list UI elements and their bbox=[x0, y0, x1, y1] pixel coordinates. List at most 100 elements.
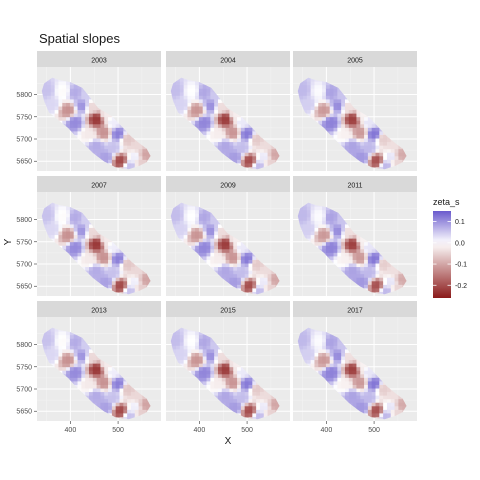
surface-cell bbox=[179, 238, 185, 243]
surface-cell bbox=[221, 277, 227, 282]
surface-cell bbox=[386, 288, 392, 292]
surface-cell bbox=[259, 270, 265, 275]
surface-cell bbox=[202, 256, 207, 260]
surface-cell bbox=[176, 231, 181, 236]
surface-cell bbox=[375, 280, 380, 285]
surface-cell bbox=[138, 284, 143, 289]
surface-cell bbox=[66, 123, 71, 128]
surface-cell bbox=[303, 95, 308, 100]
surface-cell bbox=[92, 248, 98, 253]
surface-cell bbox=[248, 159, 253, 164]
surface-cell bbox=[364, 145, 369, 150]
surface-cell bbox=[318, 231, 323, 236]
surface-cell bbox=[371, 131, 376, 135]
surface-cell bbox=[225, 277, 230, 282]
surface-cell bbox=[256, 280, 261, 285]
surface-cell bbox=[100, 263, 105, 268]
surface-cell bbox=[364, 273, 369, 278]
surface-cell bbox=[348, 102, 354, 107]
surface-cell bbox=[58, 91, 63, 96]
surface-cell bbox=[318, 234, 323, 239]
surface-cell bbox=[214, 99, 219, 103]
surface-cell bbox=[352, 277, 357, 282]
surface-cell bbox=[198, 241, 204, 246]
surface-cell bbox=[344, 102, 350, 107]
surface-cell bbox=[333, 95, 338, 100]
surface-cell bbox=[356, 131, 361, 135]
surface-cell bbox=[191, 245, 196, 250]
surface-cell bbox=[233, 280, 238, 285]
surface-cell bbox=[252, 259, 257, 264]
surface-cell bbox=[62, 116, 67, 121]
panel-body bbox=[37, 67, 161, 171]
surface-cell bbox=[221, 123, 227, 128]
surface-cell bbox=[134, 288, 139, 292]
surface-cell bbox=[66, 95, 71, 100]
surface-cell bbox=[314, 234, 319, 239]
surface-cell bbox=[310, 238, 315, 243]
surface-cell bbox=[237, 152, 242, 157]
surface-cell bbox=[248, 263, 253, 268]
surface-cell bbox=[259, 277, 265, 282]
surface-cell bbox=[356, 148, 361, 153]
surface-cell bbox=[85, 145, 90, 150]
surface-cell bbox=[221, 145, 227, 150]
surface-cell bbox=[259, 266, 265, 271]
surface-cell bbox=[81, 224, 86, 228]
surface-cell bbox=[375, 163, 380, 167]
surface-cell bbox=[104, 141, 109, 146]
surface-cell bbox=[62, 213, 67, 218]
surface-cell bbox=[325, 123, 331, 128]
surface-cell bbox=[344, 224, 350, 228]
surface-cell bbox=[348, 263, 354, 268]
surface-cell bbox=[310, 77, 315, 82]
surface-cell bbox=[402, 155, 407, 160]
surface-cell bbox=[202, 245, 207, 250]
surface-cell bbox=[127, 138, 132, 143]
surface-cell bbox=[172, 209, 177, 214]
surface-cell bbox=[318, 99, 323, 103]
surface-cell bbox=[263, 266, 268, 271]
surface-cell bbox=[240, 123, 246, 128]
surface-cell bbox=[221, 252, 227, 257]
surface-cell bbox=[50, 231, 56, 236]
surface-cell bbox=[329, 127, 334, 132]
surface-cell bbox=[383, 163, 388, 167]
surface-cell bbox=[88, 148, 94, 153]
surface-cell bbox=[47, 99, 52, 103]
surface-cell bbox=[43, 209, 48, 214]
surface-cell bbox=[92, 241, 98, 246]
surface-cell bbox=[233, 152, 238, 157]
surface-cell bbox=[252, 273, 257, 278]
surface-cell bbox=[352, 131, 357, 135]
surface-cell bbox=[364, 284, 369, 289]
surface-cell bbox=[337, 231, 342, 236]
surface-cell bbox=[81, 102, 86, 107]
surface-cell bbox=[333, 241, 338, 246]
surface-cell bbox=[206, 256, 211, 260]
surface-cell bbox=[371, 288, 376, 292]
surface-cell bbox=[263, 284, 268, 289]
surface-cell bbox=[119, 273, 124, 278]
surface-cell bbox=[371, 138, 376, 143]
surface-cell bbox=[297, 91, 300, 96]
surface-cell bbox=[341, 234, 346, 239]
surface-cell bbox=[348, 238, 354, 243]
surface-cell bbox=[66, 109, 71, 114]
surface-cell bbox=[195, 227, 200, 232]
surface-cell bbox=[66, 248, 71, 253]
surface-cell bbox=[221, 109, 227, 114]
surface-cell bbox=[225, 256, 230, 260]
surface-cell bbox=[111, 138, 117, 143]
surface-cell bbox=[325, 209, 331, 214]
surface-cell bbox=[206, 134, 211, 139]
surface-cell bbox=[191, 231, 196, 236]
surface-cell bbox=[92, 141, 98, 146]
surface-cell bbox=[119, 141, 124, 146]
surface-cell bbox=[333, 263, 338, 268]
surface-cell bbox=[198, 113, 204, 118]
surface-cell bbox=[183, 106, 188, 111]
surface-cell bbox=[267, 145, 272, 150]
surface-cell bbox=[383, 280, 388, 285]
surface-cell bbox=[119, 259, 124, 264]
